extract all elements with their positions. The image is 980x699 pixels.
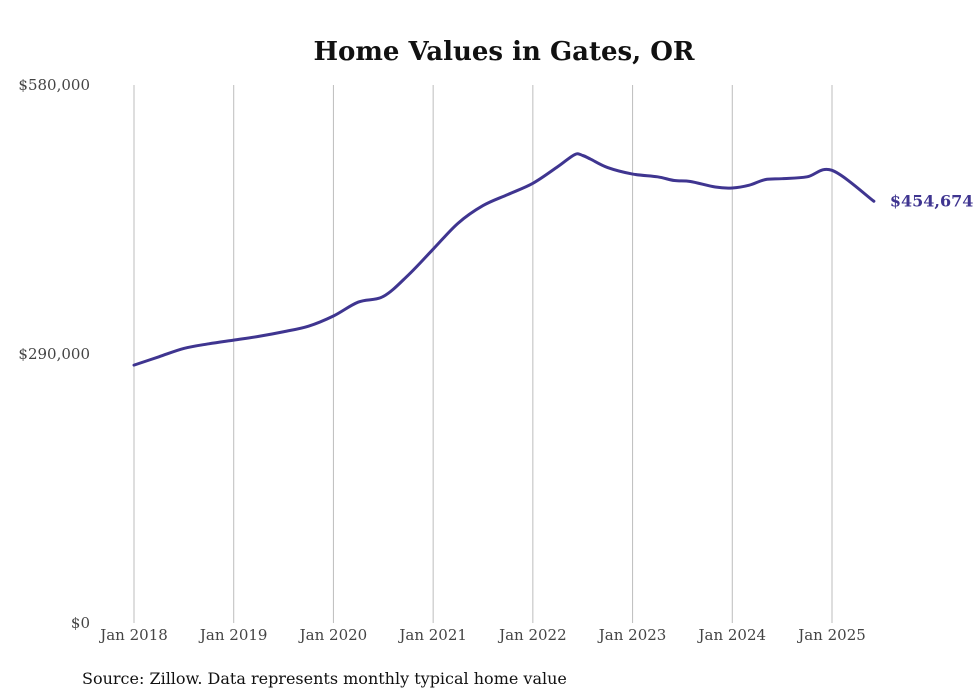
gridlines xyxy=(133,85,833,623)
x-tick-label-7: Jan 2025 xyxy=(796,626,866,644)
x-tick-label-5: Jan 2023 xyxy=(597,626,667,644)
y-axis-ticks: $0 $290,000 $580,000 xyxy=(18,76,90,632)
x-tick-label-2: Jan 2020 xyxy=(298,626,368,644)
x-tick-label-4: Jan 2022 xyxy=(497,626,567,644)
x-tick-label-6: Jan 2024 xyxy=(697,626,767,644)
x-tick-label-0: Jan 2018 xyxy=(98,626,168,644)
x-tick-label-1: Jan 2019 xyxy=(198,626,268,644)
y-tick-label-0: $0 xyxy=(71,614,90,632)
series-line-home-value xyxy=(132,152,876,367)
x-axis-ticks: Jan 2018 Jan 2019 Jan 2020 Jan 2021 Jan 2022… xyxy=(98,626,866,644)
y-tick-label-1: $290,000 xyxy=(18,345,90,363)
chart-title: Home Values in Gates, OR xyxy=(313,37,694,67)
last-value-label: $454,674 xyxy=(890,191,974,210)
y-tick-label-2: $580,000 xyxy=(18,76,90,94)
x-tick-label-3: Jan 2021 xyxy=(397,626,467,644)
source-note: Source: Zillow. Data represents monthly … xyxy=(82,669,567,688)
